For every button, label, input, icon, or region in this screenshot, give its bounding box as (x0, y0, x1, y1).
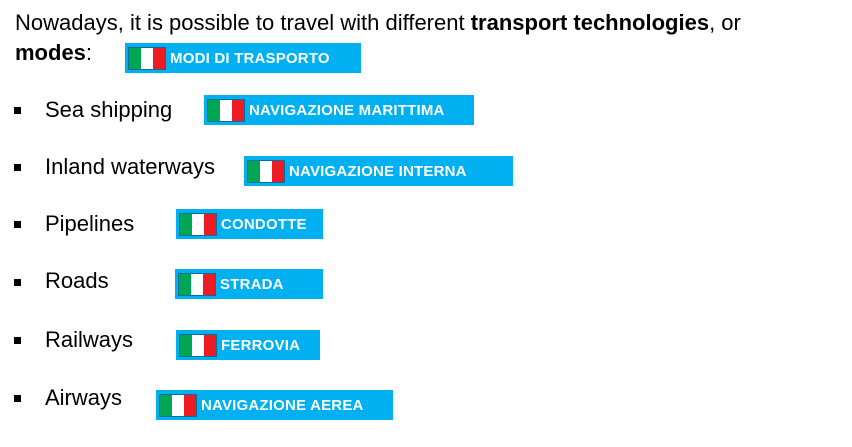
italian-flag-icon (247, 159, 285, 183)
translation-label-pipelines: CONDOTTE (221, 215, 307, 233)
bullet-square (14, 395, 21, 402)
translation-tag-sea-shipping: NAVIGAZIONE MARITTIMA (204, 95, 474, 125)
translation-label-roads: STRADA (220, 275, 284, 293)
intro-bold-modes: modes (15, 40, 86, 65)
bullet-square (14, 337, 21, 344)
item-label-roads: Roads (45, 268, 109, 293)
intro-bold-terms: transport technologies (470, 10, 710, 35)
intro-text-before: Nowadays, it is possible to travel with … (15, 10, 471, 35)
italian-flag-icon (179, 212, 217, 236)
item-label-inland-waterways: Inland waterways (45, 154, 215, 179)
italian-flag-icon (207, 98, 245, 122)
translation-tag-inland-waterways: NAVIGAZIONE INTERNA (244, 156, 513, 186)
bullet-square (14, 164, 21, 171)
intro-text-between: , or (709, 10, 741, 35)
italian-flag-icon (128, 46, 166, 70)
intro-text-after: : (85, 40, 93, 65)
italian-flag-icon (159, 393, 197, 417)
translation-tag-roads: STRADA (175, 269, 323, 299)
translation-tag-railways: FERROVIA (176, 330, 320, 360)
translation-label-sea-shipping: NAVIGAZIONE MARITTIMA (249, 101, 445, 119)
translation-label-railways: FERROVIA (221, 336, 301, 354)
bullet-square (14, 221, 21, 228)
translation-label-inland-waterways: NAVIGAZIONE INTERNA (289, 162, 467, 180)
bullet-square (14, 107, 21, 114)
item-label-railways: Railways (45, 327, 134, 352)
translation-label-airways: NAVIGAZIONE AEREA (201, 396, 364, 414)
bullet-square (14, 279, 21, 286)
translation-tag-pipelines: CONDOTTE (176, 209, 323, 239)
translation-tag-airways: NAVIGAZIONE AEREA (156, 390, 393, 420)
modes-translation-label: MODI DI TRASPORTO (170, 49, 330, 67)
item-label-pipelines: Pipelines (45, 211, 135, 236)
italian-flag-icon (178, 272, 216, 296)
item-label-sea-shipping: Sea shipping (45, 97, 173, 122)
item-label-airways: Airways (45, 385, 123, 410)
modes-translation-tag: MODI DI TRASPORTO (125, 43, 361, 73)
intro-paragraph: Nowadays, it is possible to travel with … (15, 8, 835, 68)
italian-flag-icon (179, 333, 217, 357)
